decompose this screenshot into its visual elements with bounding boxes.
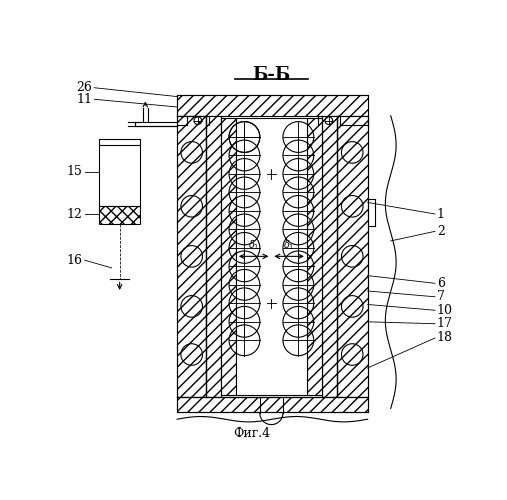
Text: 1: 1 [437,208,445,220]
Text: 12: 12 [67,208,83,220]
Text: 11: 11 [77,93,92,106]
Bar [99,139,140,206]
Text: Фиг.4: Фиг.4 [234,427,271,440]
Circle shape [341,246,363,267]
Text: 15: 15 [67,165,83,178]
Bar [317,116,340,126]
Circle shape [181,344,202,365]
Bar [307,118,322,395]
Circle shape [341,296,363,317]
Text: 26: 26 [77,81,92,94]
Text: 2: 2 [437,225,445,238]
Text: 17: 17 [437,317,453,330]
Bar [177,94,368,116]
Bar [187,116,209,126]
Bar [322,116,337,397]
Bar [177,116,206,397]
Bar [236,118,307,395]
Bar [221,118,236,395]
Circle shape [181,246,202,267]
Circle shape [181,196,202,217]
Text: 16: 16 [67,254,83,266]
Text: $\delta_1$: $\delta_1$ [283,238,295,252]
Bar [99,206,140,224]
Text: 10: 10 [437,304,453,317]
Circle shape [181,296,202,317]
Circle shape [341,142,363,163]
Bar [206,116,221,397]
Text: 18: 18 [437,332,453,344]
Text: $\delta_1$: $\delta_1$ [248,238,260,252]
Circle shape [341,196,363,217]
Bar [177,397,368,412]
Bar [337,116,368,397]
Text: 6: 6 [437,277,445,290]
Circle shape [181,142,202,163]
Circle shape [341,344,363,365]
Text: Б-Б: Б-Б [252,66,291,84]
Text: 7: 7 [437,290,445,304]
